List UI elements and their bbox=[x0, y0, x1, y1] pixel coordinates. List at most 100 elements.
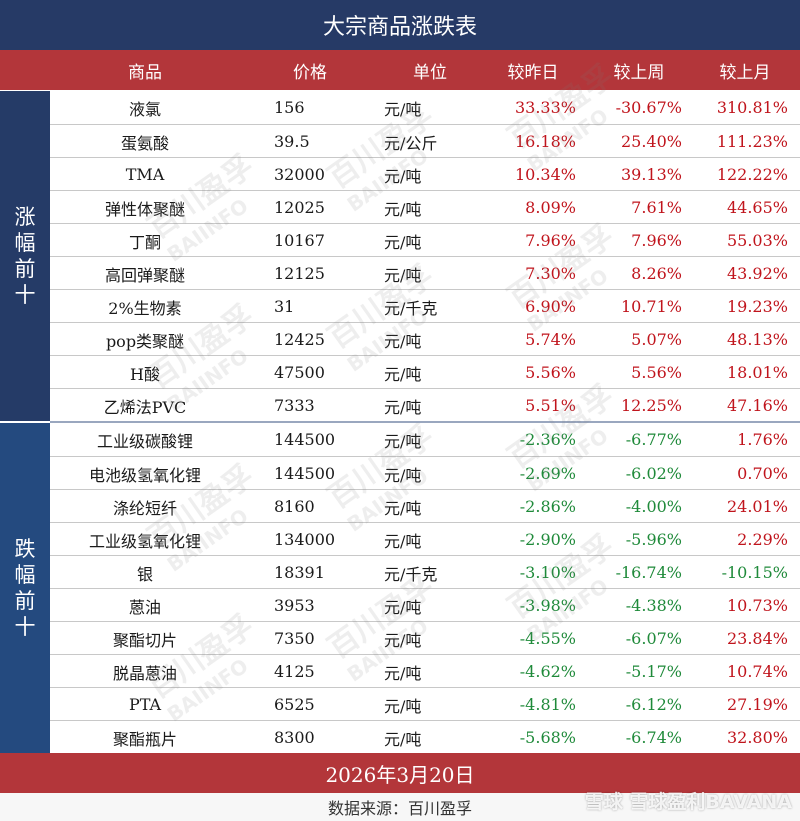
change-vs-yesterday: -5.68% bbox=[519, 728, 576, 747]
change-vs-last-week: -5.96% bbox=[625, 530, 682, 549]
header-spacer bbox=[0, 50, 50, 90]
unit-value: 元/吨 bbox=[384, 465, 422, 485]
header-unit: 单位 bbox=[413, 62, 447, 83]
commodity-name: 2%生物素 bbox=[108, 298, 182, 318]
change-vs-last-week: 5.07% bbox=[631, 330, 682, 349]
top-gainers-label: 涨幅前十 bbox=[0, 91, 50, 421]
table-title: 大宗商品涨跌表 bbox=[0, 0, 800, 50]
change-vs-yesterday: 16.18% bbox=[514, 132, 576, 151]
price-value: 12025 bbox=[274, 198, 325, 217]
unit-value: 元/吨 bbox=[384, 630, 422, 650]
unit-value: 元/吨 bbox=[384, 232, 422, 252]
change-vs-last-month: 111.23% bbox=[716, 132, 788, 151]
change-vs-yesterday: 33.33% bbox=[514, 98, 576, 117]
table-row: 聚酯切片 7350 元/吨 -4.55% -6.07% 23.84% bbox=[50, 621, 800, 655]
change-vs-yesterday: -2.36% bbox=[519, 430, 576, 449]
change-vs-last-month: 10.74% bbox=[726, 662, 788, 681]
change-vs-yesterday: 10.34% bbox=[514, 165, 576, 184]
price-value: 12125 bbox=[274, 264, 325, 283]
change-vs-last-month: 23.84% bbox=[726, 629, 788, 648]
table-row: 高回弹聚醚 12125 元/吨 7.30% 8.26% 43.92% bbox=[50, 256, 800, 290]
change-vs-last-month: 55.03% bbox=[726, 231, 788, 250]
change-vs-last-week: -6.74% bbox=[625, 728, 682, 747]
price-value: 12425 bbox=[274, 330, 325, 349]
commodity-name: 电池级氢氧化锂 bbox=[88, 465, 201, 485]
unit-value: 元/吨 bbox=[384, 498, 422, 518]
change-vs-last-week: -5.17% bbox=[625, 662, 682, 681]
price-value: 31 bbox=[274, 297, 295, 316]
commodity-name: TMA bbox=[125, 165, 165, 184]
change-vs-last-month: 19.23% bbox=[726, 297, 788, 316]
change-vs-last-month: 24.01% bbox=[726, 497, 788, 516]
header-vs-last-week: 较上周 bbox=[613, 62, 665, 83]
data-source: 数据来源：百川盈孚 bbox=[0, 793, 800, 821]
change-vs-yesterday: -4.62% bbox=[519, 662, 576, 681]
column-header-row: 商品 价格 单位 较昨日 较上周 较上月 bbox=[0, 50, 800, 90]
price-value: 6525 bbox=[274, 695, 315, 714]
change-vs-last-week: -30.67% bbox=[615, 98, 682, 117]
price-value: 144500 bbox=[274, 464, 336, 483]
change-vs-last-month: 32.80% bbox=[726, 728, 788, 747]
price-value: 18391 bbox=[274, 563, 325, 582]
commodity-name: 乙烯法PVC bbox=[103, 397, 187, 417]
price-value: 47500 bbox=[274, 363, 325, 382]
table-row: pop类聚醚 12425 元/吨 5.74% 5.07% 48.13% bbox=[50, 322, 800, 356]
table-row: 银 18391 元/千克 -3.10% -16.74% -10.15% bbox=[50, 555, 800, 589]
price-value: 3953 bbox=[274, 596, 315, 615]
platform-watermark: 雪球 雪球盈利BAVANA bbox=[584, 791, 792, 813]
change-vs-last-week: -6.07% bbox=[625, 629, 682, 648]
change-vs-yesterday: -3.10% bbox=[519, 563, 576, 582]
commodity-name: 工业级碳酸锂 bbox=[96, 431, 193, 451]
change-vs-last-month: 18.01% bbox=[726, 363, 788, 382]
change-vs-yesterday: -2.86% bbox=[519, 497, 576, 516]
table-row: 脱晶蒽油 4125 元/吨 -4.62% -5.17% 10.74% bbox=[50, 654, 800, 688]
top-losers-label-text: 跌幅前十 bbox=[14, 537, 36, 639]
unit-value: 元/吨 bbox=[384, 199, 422, 219]
price-value: 156 bbox=[274, 98, 305, 117]
unit-value: 元/吨 bbox=[384, 696, 422, 716]
change-vs-last-month: 10.73% bbox=[726, 596, 788, 615]
commodity-name: 高回弹聚醚 bbox=[104, 265, 185, 285]
change-vs-last-week: 12.25% bbox=[620, 396, 682, 415]
change-vs-yesterday: -2.90% bbox=[519, 530, 576, 549]
change-vs-last-month: -10.15% bbox=[721, 563, 788, 582]
change-vs-last-week: 10.71% bbox=[620, 297, 682, 316]
change-vs-yesterday: 7.96% bbox=[525, 231, 576, 250]
change-vs-last-month: 1.76% bbox=[737, 430, 788, 449]
unit-value: 元/吨 bbox=[384, 431, 422, 451]
change-vs-last-week: -16.74% bbox=[615, 563, 682, 582]
table-row: H酸 47500 元/吨 5.56% 5.56% 18.01% bbox=[50, 355, 800, 389]
commodity-name: 弹性体聚醚 bbox=[104, 199, 185, 219]
unit-value: 元/千克 bbox=[384, 564, 438, 584]
table-row: PTA 6525 元/吨 -4.81% -6.12% 27.19% bbox=[50, 687, 800, 721]
change-vs-last-week: -4.38% bbox=[625, 596, 682, 615]
commodity-name: 工业级氢氧化锂 bbox=[88, 531, 201, 551]
change-vs-last-week: 7.96% bbox=[631, 231, 682, 250]
commodity-name: H酸 bbox=[130, 364, 160, 384]
change-vs-last-week: 25.40% bbox=[620, 132, 682, 151]
price-value: 8300 bbox=[274, 728, 315, 747]
change-vs-last-month: 310.81% bbox=[716, 98, 788, 117]
change-vs-yesterday: -3.98% bbox=[519, 596, 576, 615]
commodity-name: pop类聚醚 bbox=[105, 331, 185, 351]
unit-value: 元/吨 bbox=[384, 99, 422, 119]
unit-value: 元/吨 bbox=[384, 166, 422, 186]
change-vs-last-month: 43.92% bbox=[726, 264, 788, 283]
price-value: 7350 bbox=[274, 629, 315, 648]
change-vs-last-month: 47.16% bbox=[726, 396, 788, 415]
price-value: 10167 bbox=[274, 231, 325, 250]
change-vs-yesterday: 5.74% bbox=[525, 330, 576, 349]
change-vs-last-week: 5.56% bbox=[631, 363, 682, 382]
table-row: 乙烯法PVC 7333 元/吨 5.51% 12.25% 47.16% bbox=[50, 388, 800, 422]
change-vs-last-week: -6.02% bbox=[625, 464, 682, 483]
change-vs-last-month: 0.70% bbox=[737, 464, 788, 483]
table-row: 蛋氨酸 39.5 元/公斤 16.18% 25.40% 111.23% bbox=[50, 124, 800, 158]
change-vs-yesterday: 5.51% bbox=[525, 396, 576, 415]
change-vs-last-week: -4.00% bbox=[625, 497, 682, 516]
header-price: 价格 bbox=[293, 62, 327, 83]
price-value: 134000 bbox=[274, 530, 336, 549]
header-commodity: 商品 bbox=[128, 62, 162, 83]
price-value: 4125 bbox=[274, 662, 315, 681]
price-value: 144500 bbox=[274, 430, 336, 449]
header-vs-yesterday: 较昨日 bbox=[507, 62, 559, 83]
